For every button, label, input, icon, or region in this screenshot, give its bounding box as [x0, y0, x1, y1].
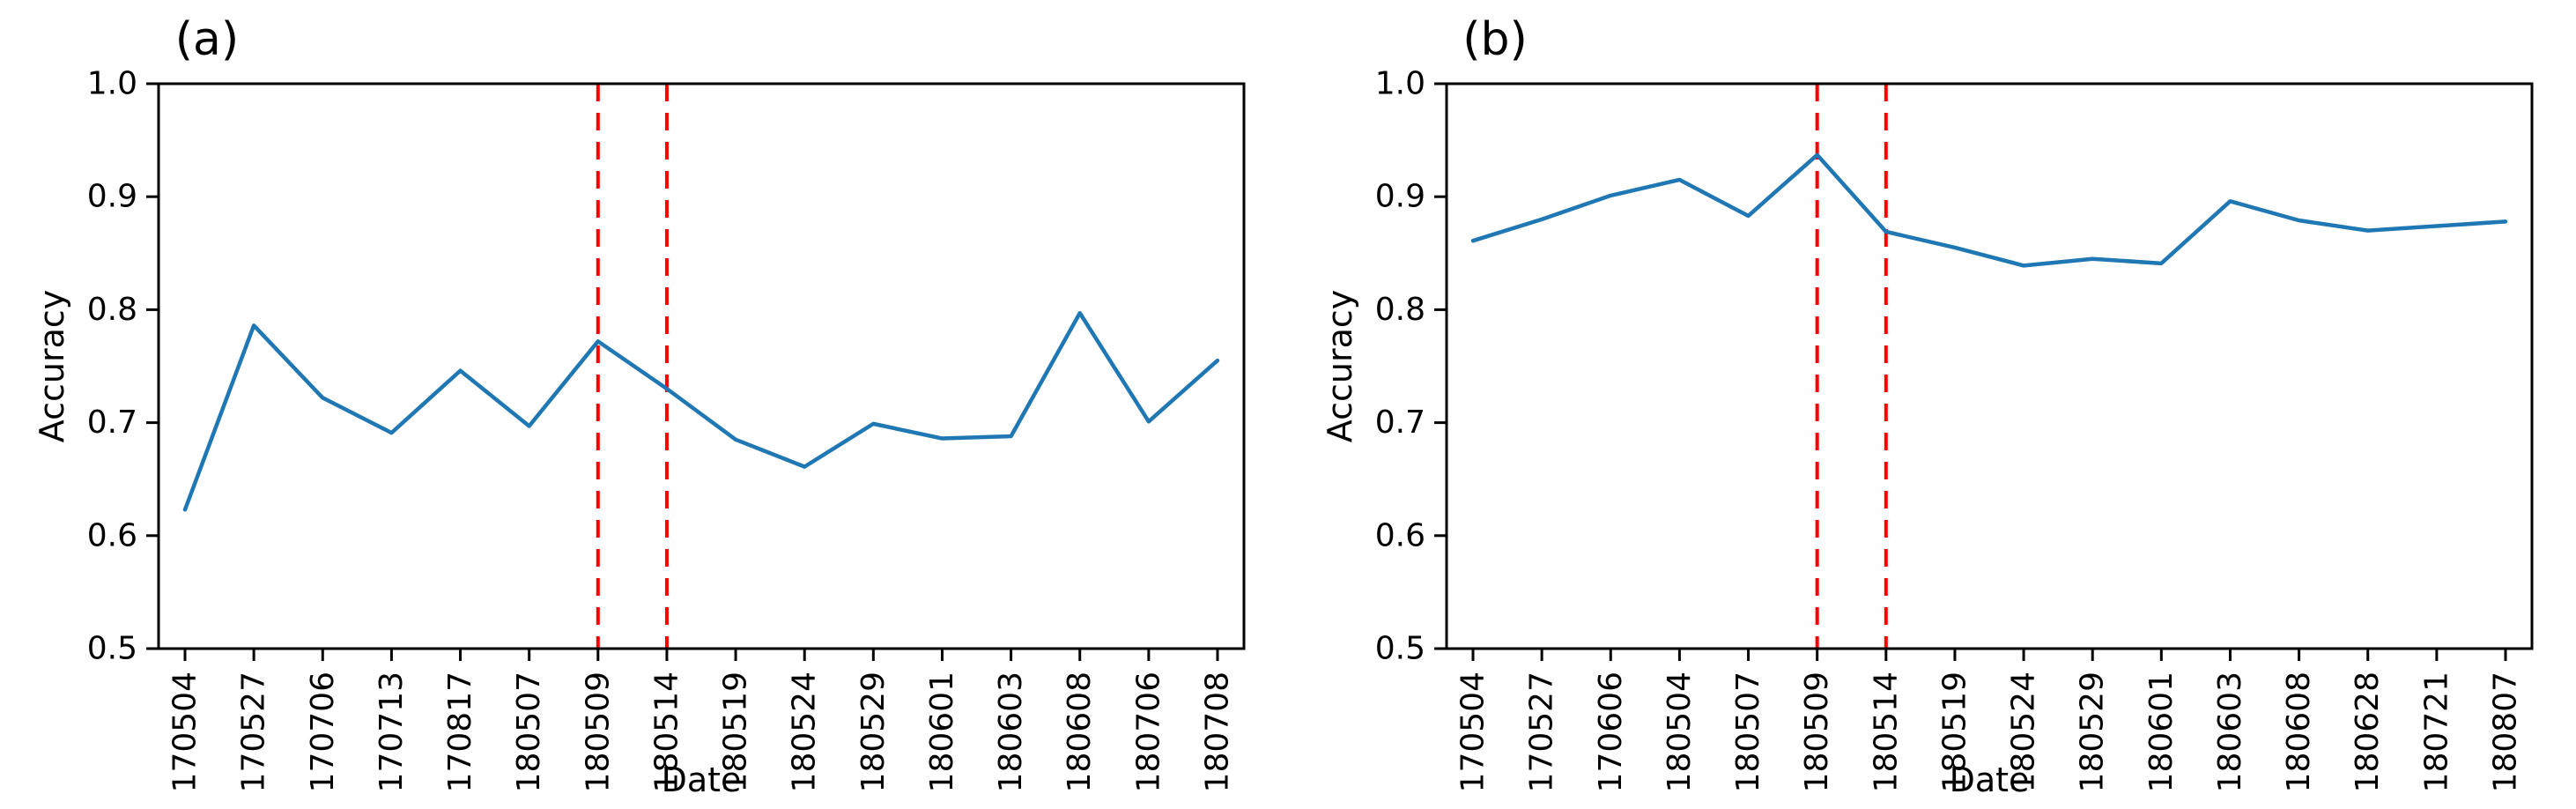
x-tick-label: 170504 [167, 672, 204, 792]
x-tick-label: 180628 [2350, 672, 2386, 792]
accuracy-line [182, 310, 1220, 512]
x-tick-label: 180509 [580, 672, 616, 792]
x-axis-label: Date [1950, 761, 2030, 799]
x-tick-label: 180514 [648, 672, 685, 792]
y-tick-label: 0.8 [1375, 292, 1425, 328]
x-tick-label: 180519 [1936, 672, 1973, 792]
y-axis-label: Accuracy [1321, 290, 1359, 443]
x-tick-label: 180524 [2006, 672, 2042, 792]
x-axis-label: Date [662, 761, 742, 799]
y-tick-label: 1.0 [1375, 66, 1425, 102]
x-tick-label: 180601 [924, 672, 960, 792]
y-tick-label: 0.6 [87, 517, 137, 553]
plot-border [1445, 82, 2534, 650]
y-tick-label: 0.7 [87, 404, 137, 441]
x-tick-label: 180514 [1868, 672, 1904, 792]
x-tick-label: 180807 [2488, 672, 2524, 792]
x-tick-label: 170527 [1524, 672, 1560, 792]
y-axis-label: Accuracy [33, 290, 71, 443]
x-tick-label: 170713 [374, 672, 410, 792]
panel-title: (b) [1462, 13, 1528, 66]
x-tick-label: 170527 [236, 672, 272, 792]
plot-border [157, 82, 1246, 650]
chart-b-svg: 0.5 0.6 0.7 0.8 0.9 1.0 170504 170527 170606 1805… [1321, 13, 2534, 799]
x-tick-label: 180603 [2212, 672, 2248, 792]
y-tick-label: 1.0 [87, 66, 137, 102]
y-tick-label: 0.5 [1375, 631, 1425, 667]
x-tick-label: 170706 [305, 672, 341, 792]
x-tick-label: 180608 [2281, 672, 2317, 792]
y-tick-label: 0.9 [1375, 179, 1425, 215]
chart-a-svg: 0.5 0.6 0.7 0.8 0.9 1.0 170504 170527 170706 1707… [33, 13, 1246, 799]
y-tick-label: 0.8 [87, 292, 137, 328]
x-tick-label: 180524 [787, 672, 823, 792]
x-tick-label: 180529 [855, 672, 892, 792]
x-tick-label: 180504 [1662, 672, 1698, 792]
panel-b: 0.5 0.6 0.7 0.8 0.9 1.0 170504 170527 170606 1805… [1288, 0, 2576, 809]
x-tick-label: 180507 [1730, 672, 1766, 792]
x-tick-label: 170817 [442, 672, 478, 792]
x-tick-label: 180507 [511, 672, 547, 792]
x-tick-label: 180608 [1062, 672, 1098, 792]
panel-title: (a) [175, 13, 239, 66]
y-tick-label: 0.9 [87, 179, 137, 215]
x-tick-label: 180509 [1799, 672, 1835, 792]
x-tick-label: 170606 [1593, 672, 1629, 792]
y-tick-label: 0.6 [1375, 517, 1425, 553]
x-tick-label: 170504 [1455, 672, 1492, 792]
x-tick-label: 180601 [2143, 672, 2180, 792]
x-tick-label: 180706 [1130, 672, 1166, 792]
panel-a: 0.5 0.6 0.7 0.8 0.9 1.0 170504 170527 170706 1707… [33, 13, 1246, 799]
x-tick-label: 180708 [1200, 672, 1236, 792]
x-tick-label: 180603 [993, 672, 1029, 792]
x-tick-label: 180721 [2418, 672, 2454, 792]
y-tick-label: 0.5 [87, 631, 137, 667]
y-tick-label: 0.7 [1375, 404, 1425, 441]
x-tick-label: 180529 [2075, 672, 2111, 792]
x-tick-label: 180519 [718, 672, 754, 792]
accuracy-line [1470, 152, 2508, 268]
